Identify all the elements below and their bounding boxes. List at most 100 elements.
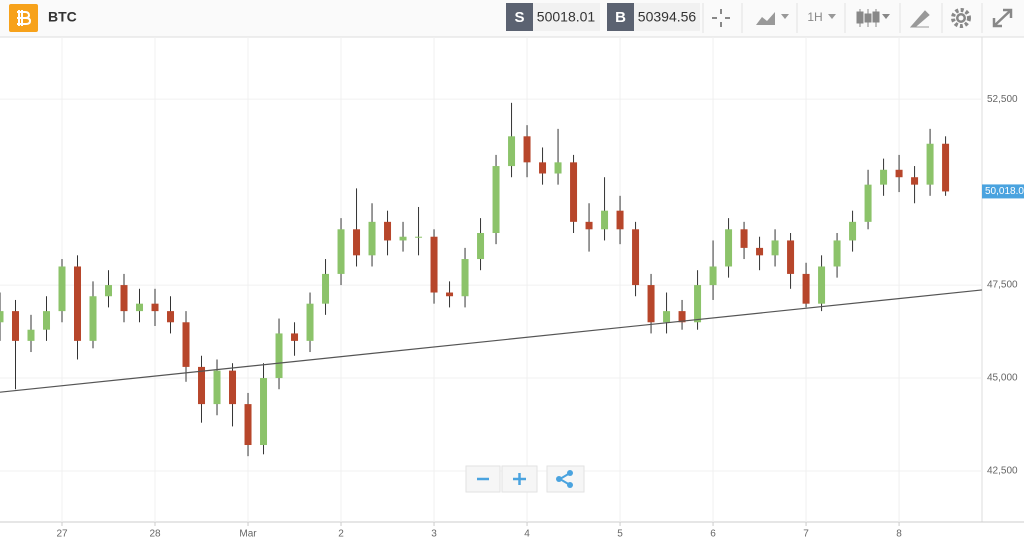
candle-body (570, 162, 578, 222)
candle-body (709, 266, 717, 286)
candle-body (601, 210, 609, 230)
zoom-in-button[interactable] (501, 465, 538, 493)
x-tick-label: 6 (710, 529, 716, 540)
candle-body (151, 303, 159, 312)
candle-body (120, 285, 128, 312)
crosshair-button[interactable] (712, 9, 730, 27)
candle-body (833, 240, 841, 267)
candle-body (415, 236, 423, 238)
candle-body (136, 303, 144, 312)
candle-body (492, 166, 500, 234)
x-tick-label: 27 (56, 529, 68, 540)
candle-body (167, 311, 175, 323)
candle-body (12, 311, 20, 341)
settings-button[interactable] (951, 8, 971, 28)
share-button[interactable] (546, 465, 585, 493)
candle-body (89, 296, 97, 341)
interval-button[interactable]: 1H (807, 10, 836, 24)
candle-body (632, 229, 640, 286)
x-tick-label: 8 (896, 529, 902, 540)
x-tick-label: 5 (617, 529, 623, 540)
interval-label[interactable]: 1H (807, 10, 822, 24)
buy-button[interactable]: B 50394.56 (607, 3, 700, 31)
candle-body (554, 162, 562, 174)
candle-body (229, 370, 237, 405)
btc-glyph (17, 10, 32, 26)
sell-box[interactable] (506, 3, 533, 31)
candle-body (802, 273, 810, 304)
candle-body (275, 333, 283, 379)
candle-body (337, 229, 345, 274)
candle-type-button[interactable] (856, 9, 890, 27)
y-tick-label: 45,000 (987, 373, 1018, 384)
x-tick-label: 28 (149, 529, 161, 540)
candle-body (198, 366, 206, 405)
candle-body (647, 285, 655, 323)
candle-body (477, 233, 485, 260)
sell-price[interactable]: 50018.01 (537, 9, 596, 25)
last-price-marker (982, 184, 1024, 199)
candle-body (616, 210, 624, 230)
buy-price[interactable]: 50394.56 (638, 9, 697, 25)
candle-body (849, 221, 857, 241)
candle-body (585, 221, 593, 230)
trendline (0, 289, 983, 393)
candle-body (27, 329, 35, 341)
sell-price-box[interactable] (533, 3, 600, 31)
candle-body (74, 266, 82, 341)
candle-body (725, 229, 733, 267)
plot-area: 42,500 45,000 47,500 52,500 27 28 Mar 2 3 4 5 6 7 8 50… (0, 37, 1024, 540)
candle-body (787, 240, 795, 274)
candle-body (306, 303, 314, 341)
candle-body (105, 285, 113, 297)
x-tick-label: 7 (803, 529, 809, 540)
candle-body (911, 177, 919, 185)
sell-label[interactable]: S (514, 9, 524, 26)
x-tick-label: 2 (338, 529, 344, 540)
candle-body (58, 266, 66, 312)
candle-body (446, 292, 454, 297)
buy-label[interactable]: B (615, 9, 626, 26)
draw-button[interactable] (909, 10, 930, 28)
candle-body (0, 311, 4, 323)
candle-body (756, 247, 764, 256)
sell-button[interactable]: S 50018.01 (506, 3, 600, 31)
candle-body (694, 285, 702, 323)
candle-body (461, 259, 469, 297)
symbol: BTC (48, 9, 77, 25)
candle-body (771, 240, 779, 256)
candle-body (244, 404, 252, 446)
candle-body (353, 229, 361, 256)
candle-body (678, 311, 686, 323)
candle-body (508, 136, 516, 167)
candle-body (942, 143, 950, 192)
toolbar-separators (702, 3, 983, 33)
y-tick-label: 52,500 (987, 94, 1018, 105)
x-tick-label: Mar (239, 529, 257, 540)
candle-body (523, 136, 531, 163)
y-tick-label: 47,500 (987, 280, 1018, 291)
candle-body (322, 273, 330, 304)
buy-price-box[interactable] (634, 3, 700, 31)
candle-body (182, 322, 190, 367)
fullscreen-button[interactable] (992, 8, 1013, 28)
candle-body (291, 333, 299, 341)
candle-body (539, 162, 547, 174)
candle-body (260, 378, 268, 446)
candle-body (213, 370, 221, 405)
buy-box[interactable] (607, 3, 634, 31)
zoom-out-button[interactable] (465, 465, 501, 493)
candle-body (895, 169, 903, 178)
candle-body (399, 236, 407, 241)
candle-body (740, 229, 748, 248)
candle-body (368, 221, 376, 256)
chart-type-button[interactable] (756, 12, 789, 25)
candle-body (880, 169, 888, 185)
candle-body (663, 311, 671, 323)
candle-body (864, 184, 872, 222)
last-price-label: 50,018.01 (985, 186, 1024, 197)
candle-body (818, 266, 826, 304)
x-tick-label: 3 (431, 529, 437, 540)
